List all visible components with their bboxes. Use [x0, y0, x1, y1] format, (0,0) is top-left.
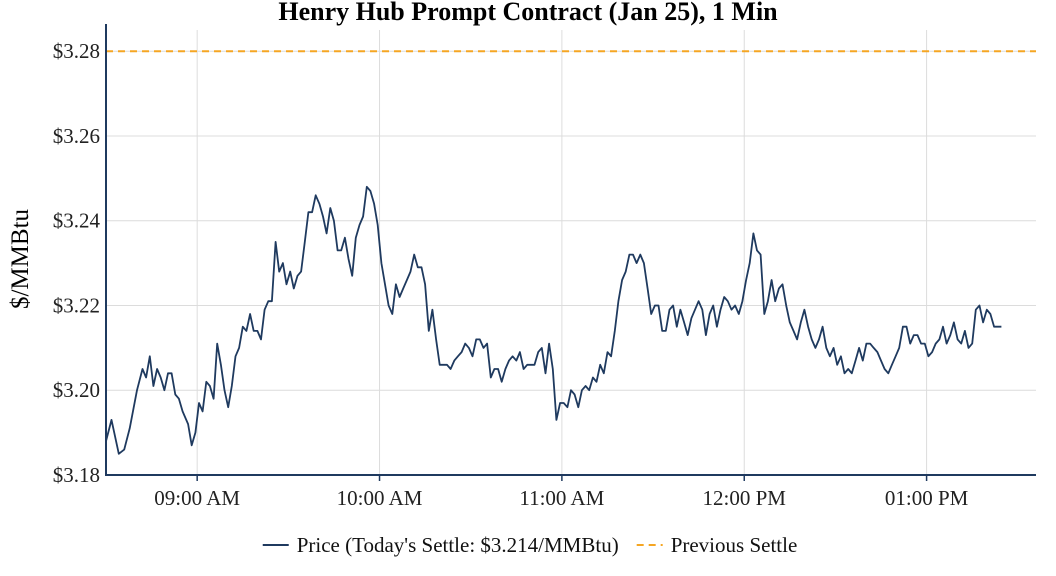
price-line [105, 185, 1002, 455]
y-axis-label: $/MMBtu [7, 208, 34, 309]
legend: Price (Today's Settle: $3.214/MMBtu) Prev… [262, 533, 798, 557]
x-tick-label: 01:00 PM [885, 486, 969, 510]
y-tick-label: $3.20 [53, 378, 100, 402]
y-tick-label: $3.22 [53, 293, 100, 317]
y-tick-label: $3.24 [53, 209, 101, 233]
y-tick-label: $3.28 [53, 39, 100, 63]
grid-lines [106, 30, 1036, 476]
y-tick-labels: $3.18 $3.20 $3.22 $3.24 $3.26 $3.28 [53, 39, 101, 487]
series-layer [105, 50, 1036, 455]
legend-label: Price (Today's Settle: $3.214/MMBtu) [297, 533, 619, 557]
axes [105, 24, 1036, 481]
legend-label: Previous Settle [671, 533, 798, 557]
x-tick-label: 12:00 PM [703, 486, 787, 510]
y-tick-label: $3.18 [53, 463, 100, 487]
chart-title: Henry Hub Prompt Contract (Jan 25), 1 Mi… [278, 0, 778, 26]
x-tick-label: 11:00 AM [519, 486, 604, 510]
x-tick-label: 09:00 AM [154, 486, 240, 510]
y-tick-label: $3.26 [53, 124, 100, 148]
x-tick-labels: 09:00 AM 10:00 AM 11:00 AM 12:00 PM 01:00 PM [154, 486, 968, 510]
x-tick-label: 10:00 AM [337, 486, 423, 510]
